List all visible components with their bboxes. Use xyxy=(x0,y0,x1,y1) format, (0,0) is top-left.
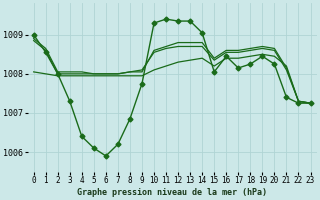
X-axis label: Graphe pression niveau de la mer (hPa): Graphe pression niveau de la mer (hPa) xyxy=(77,188,267,197)
